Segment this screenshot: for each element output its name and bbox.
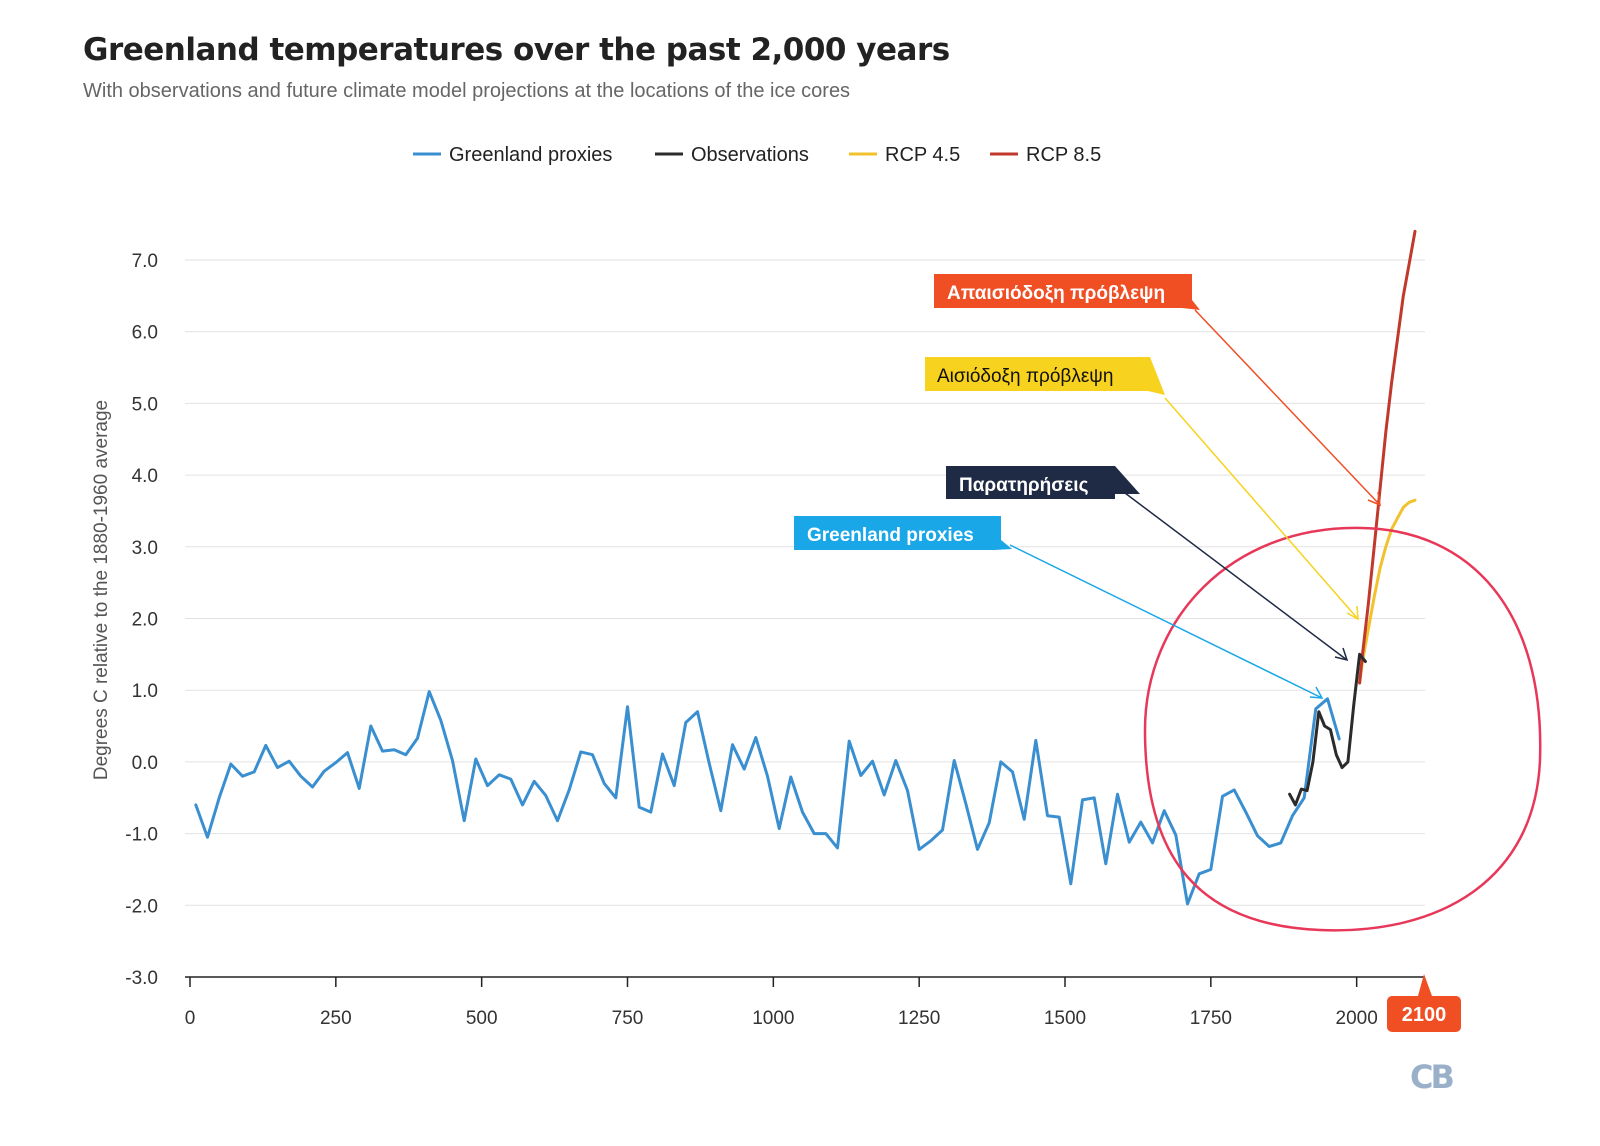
callout-proxies-label: Greenland proxies [807,525,974,546]
legend: Greenland proxies Observations RCP 4.5 R… [413,144,1101,166]
y-tick-label: -1.0 [125,825,158,846]
x-tick-label: 0 [185,1008,196,1029]
legend-label-proxies: Greenland proxies [449,144,612,166]
callout-observations-label: Παρατηρήσεις [959,475,1089,496]
arrowhead-optimistic [1346,605,1359,621]
y-tick-label: -2.0 [125,896,158,917]
arrow-optimistic [1164,397,1359,620]
callout-pessimistic: Απαισιόδοξη πρόβλεψη [934,274,1200,310]
year-2100-label: 2100 [1402,1004,1447,1026]
year-2100-badge: 2100 [1387,974,1461,1032]
x-axis: 0 250 500 750 1000 1250 1500 1750 2000 [185,976,1425,1029]
cb-logo: CB [1410,1058,1453,1096]
y-tick-label: 1.0 [132,681,158,702]
arrowhead-proxies [1309,686,1324,699]
y-tick-label: -3.0 [125,968,158,989]
arrowhead-pessimistic [1367,491,1381,507]
highlight-circle [1143,526,1542,932]
arrow-proxies [1009,544,1323,699]
x-tick-label: 1250 [898,1008,940,1029]
y-tick-label: 7.0 [132,251,158,272]
callout-optimistic: Αισιόδοξη πρόβλεψη [925,357,1165,395]
series-line-observations [1288,652,1367,807]
x-tick-label: 2000 [1336,1008,1378,1029]
x-tick-label: 1000 [752,1008,794,1029]
y-axis-label: Degrees C relative to the 1880-1960 aver… [91,400,112,780]
y-tick-label: 4.0 [132,466,158,487]
arrow-observations [1124,492,1348,661]
callout-arrows [1009,309,1381,699]
x-tick-label: 500 [466,1008,498,1029]
chart-subtitle: With observations and future climate mod… [83,80,851,102]
x-tick-label: 750 [612,1008,644,1029]
year-2100-pointer [1418,974,1432,996]
gridlines [185,259,1425,906]
arrow-pessimistic [1194,309,1381,506]
series-line-rcp85 [1358,229,1417,685]
x-tick-label: 1500 [1044,1008,1086,1029]
y-tick-label: 5.0 [132,394,158,415]
y-tick-label: 6.0 [132,323,158,344]
x-tick-label: 1750 [1190,1008,1232,1029]
arrowhead-observations [1334,647,1349,662]
chart-title: Greenland temperatures over the past 2,0… [83,32,950,68]
callout-proxies: Greenland proxies [794,516,1012,550]
callout-optimistic-label: Αισιόδοξη πρόβλεψη [937,366,1113,387]
series-line-proxies [194,690,1341,906]
series-lines [194,229,1417,906]
y-axis-ticks: -3.0 -2.0 -1.0 0.0 1.0 2.0 3.0 4.0 5.0 6.0 7.0 [125,251,158,989]
legend-label-rcp45: RCP 4.5 [885,144,960,166]
y-tick-label: 3.0 [132,538,158,559]
x-tick-label: 250 [320,1008,352,1029]
legend-label-observations: Observations [691,144,809,166]
callout-observations: Παρατηρήσεις [946,466,1140,499]
callout-pessimistic-label: Απαισιόδοξη πρόβλεψη [947,283,1165,304]
y-tick-label: 0.0 [132,753,158,774]
legend-label-rcp85: RCP 8.5 [1026,144,1101,166]
series-line-rcp45 [1358,498,1417,685]
y-tick-label: 2.0 [132,610,158,631]
